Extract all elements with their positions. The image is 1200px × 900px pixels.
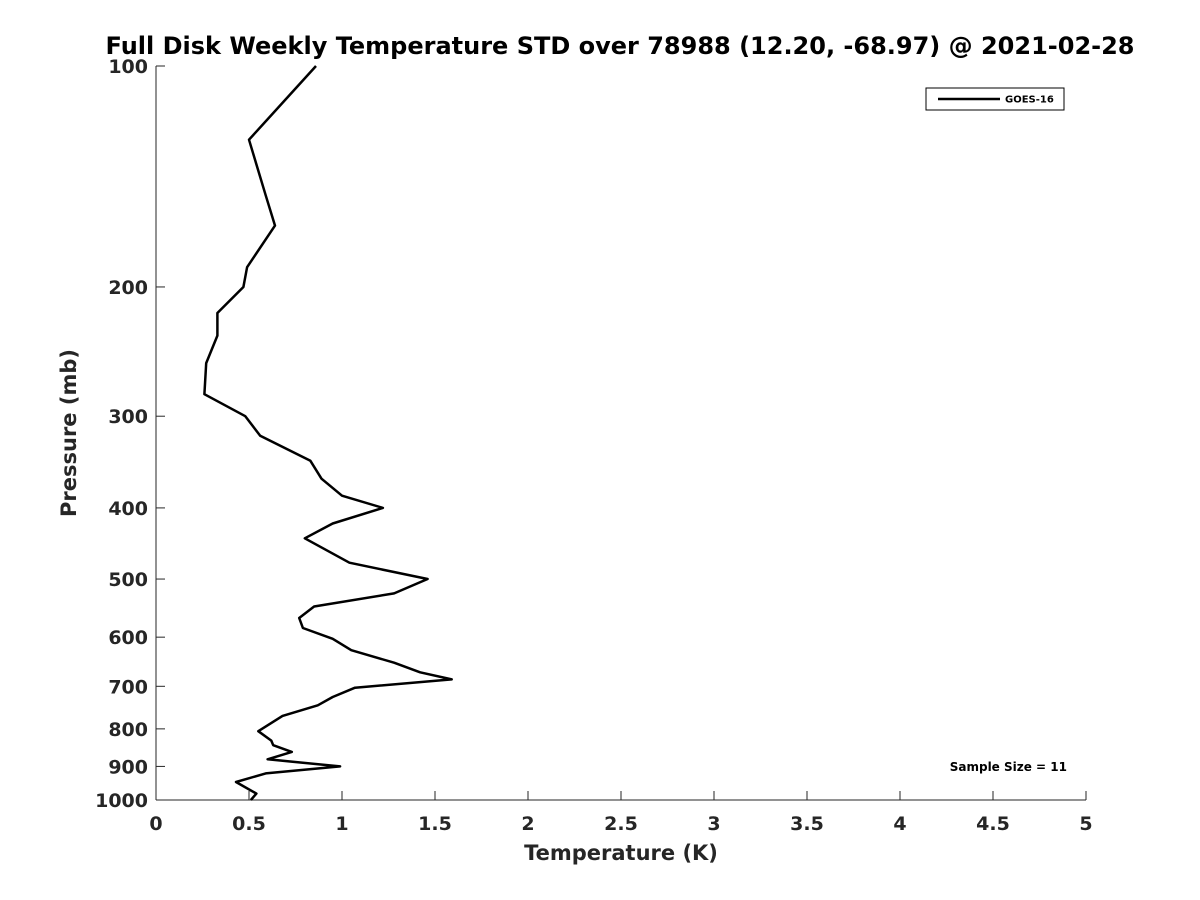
plot-area: 0 0.5 1 1.5 2 2.5 3 3.5 4 4.5 5 100 200 300 400 500 600… [95,56,1093,835]
x-axis-label: Temperature (K) [524,841,718,865]
x-tick-label: 0.5 [232,813,266,835]
y-tick-label: 800 [108,719,148,741]
x-tick-label: 3 [707,813,720,835]
x-tick-label: 2 [521,813,534,835]
y-tick-label: 700 [108,676,148,698]
legend: GOES-16 [925,87,1065,111]
x-tick-label: 0 [149,813,162,835]
y-tick-label: 400 [108,498,148,520]
x-tick-label: 1.5 [418,813,452,835]
y-tick-label: 900 [108,756,148,778]
chart-title: Full Disk Weekly Temperature STD over 78… [106,32,1135,60]
y-tick-label: 600 [108,627,148,649]
legend-entry-goes-16: GOES-16 [1005,95,1054,106]
x-ticks: 0 0.5 1 1.5 2 2.5 3 3.5 4 4.5 5 [149,791,1093,835]
x-tick-label: 4 [893,813,906,835]
y-tick-label: 200 [108,277,148,299]
y-tick-label: 100 [108,56,148,78]
y-tick-label: 500 [108,569,148,591]
series-line-goes-16 [203,65,453,801]
y-axis-label: Pressure (mb) [57,349,81,517]
x-tick-label: 2.5 [604,813,638,835]
x-tick-label: 5 [1079,813,1092,835]
x-tick-label: 3.5 [790,813,824,835]
series-group [203,65,453,801]
x-tick-label: 4.5 [976,813,1010,835]
y-tick-label: 1000 [95,790,148,812]
sample-size-annotation: Sample Size = 11 [950,760,1067,774]
y-ticks: 100 200 300 400 500 600 700 800 900 1000 [95,56,165,812]
x-tick-label: 1 [335,813,348,835]
y-tick-label: 300 [108,406,148,428]
